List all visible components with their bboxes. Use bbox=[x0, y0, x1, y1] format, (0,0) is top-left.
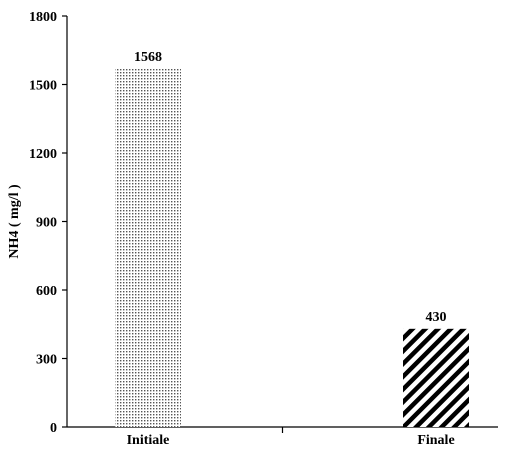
data-label-initiale: 1568 bbox=[134, 50, 162, 65]
y-tick-label: 300 bbox=[36, 353, 57, 368]
x-tick-label: Finale bbox=[417, 433, 454, 448]
y-tick-label: 1800 bbox=[29, 10, 57, 25]
data-label-finale: 430 bbox=[426, 310, 447, 325]
x-tick-label: Initiale bbox=[127, 433, 170, 448]
bars bbox=[115, 68, 469, 428]
y-ticks: 0 300 600 900 1200 1500 1800 bbox=[29, 10, 67, 436]
y-tick-label: 900 bbox=[36, 216, 57, 231]
bar-initiale bbox=[115, 68, 181, 428]
bar-finale bbox=[403, 328, 469, 427]
y-axis-label: NH4 ( mg/l ) bbox=[7, 184, 22, 259]
y-tick-label: 0 bbox=[50, 421, 57, 436]
data-labels: 1568 430 bbox=[134, 50, 447, 325]
y-tick-label: 1500 bbox=[29, 79, 57, 94]
y-tick-label: 1200 bbox=[29, 147, 57, 162]
y-tick-label: 600 bbox=[36, 284, 57, 299]
x-ticks: Initiale Finale bbox=[127, 427, 455, 448]
